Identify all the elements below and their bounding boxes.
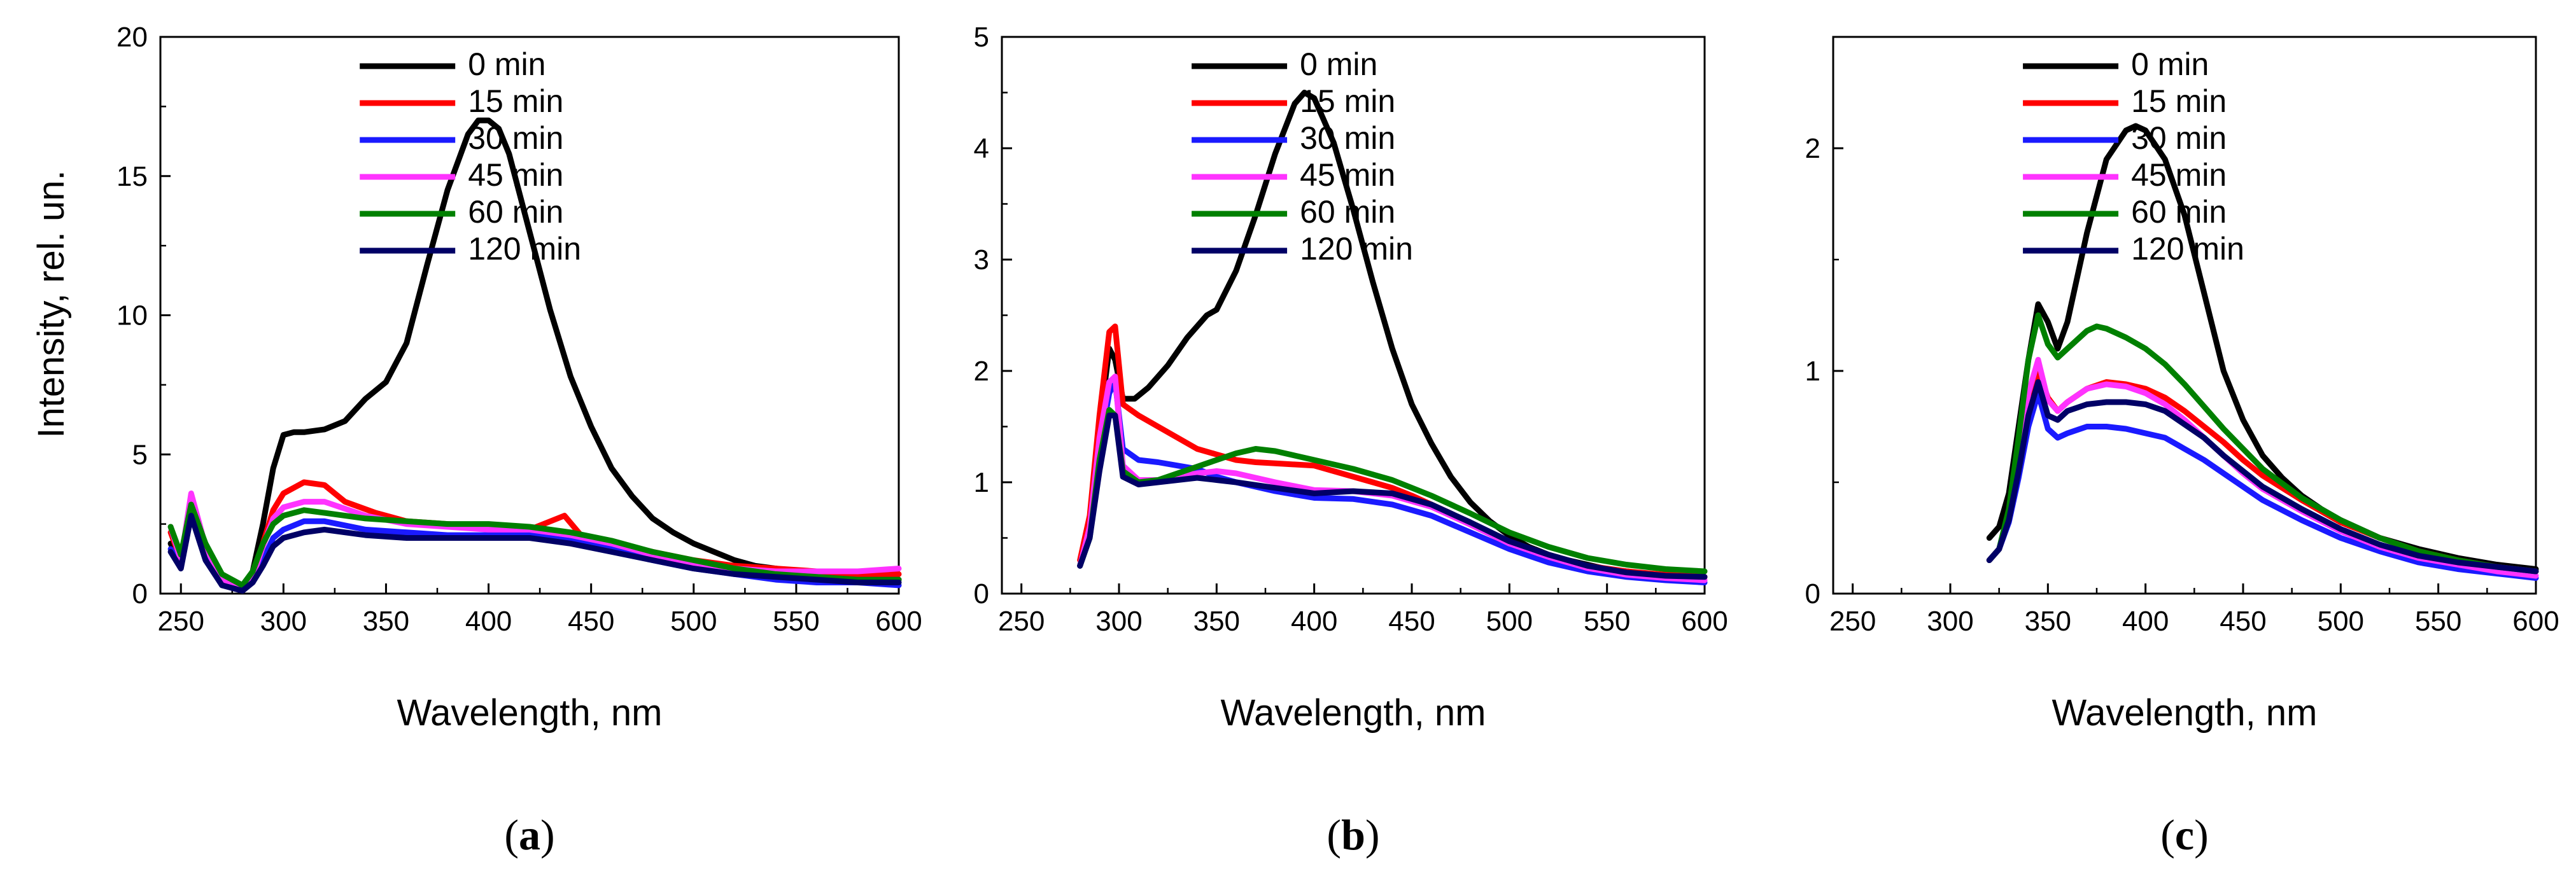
legend-label-a-0-min: 0 min [468,46,545,82]
x-tick-label-a-2: 350 [363,606,409,637]
legend-label-b-120-min: 120 min [1300,231,1413,267]
x-axis-title-a: Wavelength, nm [397,692,663,734]
y-tick-label-b-2: 2 [974,356,989,387]
series-line-a-60-min [167,501,902,589]
x-tick-label-a-5: 500 [670,606,717,637]
x-tick-label-b-5: 500 [1486,606,1533,637]
legend-label-a-60-min: 60 min [468,194,563,230]
legend-label-c-120-min: 120 min [2131,231,2244,267]
series-line-a-120-min [167,513,902,594]
legend-label-c-60-min: 60 min [2131,194,2227,230]
legend-label-c-15-min: 15 min [2131,83,2227,119]
x-tick-label-c-5: 500 [2318,606,2364,637]
y-tick-label-a-3: 15 [116,161,148,192]
x-tick-label-b-0: 250 [998,606,1045,637]
x-axis-title-c: Wavelength, nm [2052,692,2318,734]
x-tick-label-b-6: 550 [1584,606,1630,637]
y-tick-label-b-3: 3 [974,244,989,275]
y-tick-label-a-4: 20 [116,22,148,53]
panel-label-c: (c) [2160,811,2209,859]
x-tick-label-a-0: 250 [158,606,204,637]
x-tick-label-b-3: 400 [1291,606,1337,637]
y-axis-title: Intensity, rel. un. [31,170,72,438]
x-tick-label-a-3: 400 [465,606,512,637]
legend-label-a-45-min: 45 min [468,157,563,193]
x-tick-label-a-7: 600 [875,606,922,637]
panel-label-a: (a) [504,811,554,859]
x-tick-label-b-7: 600 [1681,606,1728,637]
x-tick-label-c-2: 350 [2025,606,2071,637]
series-line-b-15-min [1077,323,1708,580]
series-line-c-60-min [1986,312,2539,575]
legend-label-a-120-min: 120 min [468,231,581,267]
legend-label-c-45-min: 45 min [2131,157,2227,193]
x-tick-label-c-0: 250 [1829,606,1876,637]
legend-label-b-30-min: 30 min [1300,120,1395,156]
legend-label-a-30-min: 30 min [468,120,563,156]
x-tick-label-a-6: 550 [773,606,819,637]
x-tick-label-a-1: 300 [260,606,307,637]
y-tick-label-b-0: 0 [974,578,989,610]
panel-label-b: (b) [1327,811,1379,859]
legend-label-b-0-min: 0 min [1300,46,1377,82]
x-tick-label-c-7: 600 [2512,606,2559,637]
legend-label-b-45-min: 45 min [1300,157,1395,193]
y-tick-label-b-1: 1 [974,467,989,498]
legend-label-c-30-min: 30 min [2131,120,2227,156]
y-tick-label-c-1: 1 [1805,356,1820,387]
x-tick-label-b-4: 450 [1388,606,1435,637]
x-tick-label-b-2: 350 [1193,606,1240,637]
legend-label-b-60-min: 60 min [1300,194,1395,230]
panel-a: 250 300 350 400 450 500 550 600 0 5 10 15 20 0 min15 … [116,22,922,859]
legend-label-c-0-min: 0 min [2131,46,2209,82]
legend-label-a-15-min: 15 min [468,83,563,119]
x-tick-label-a-4: 450 [568,606,614,637]
series-line-c-120-min [1986,379,2539,575]
legend-label-b-15-min: 15 min [1300,83,1395,119]
x-tick-label-c-1: 300 [1927,606,1973,637]
series-line-b-120-min [1077,412,1708,580]
y-tick-label-c-2: 2 [1805,133,1820,164]
plot-frame-c [1832,36,2537,595]
x-axis-title-b: Wavelength, nm [1221,692,1486,734]
x-tick-label-b-1: 300 [1095,606,1142,637]
y-tick-label-b-4: 4 [974,133,989,164]
x-tick-label-c-3: 400 [2122,606,2169,637]
y-tick-label-a-0: 0 [132,578,148,610]
x-tick-label-c-6: 550 [2415,606,2461,637]
y-tick-label-c-0: 0 [1805,578,1820,610]
y-tick-label-a-1: 5 [132,439,148,470]
y-tick-label-b-5: 5 [974,22,989,53]
y-tick-label-a-2: 10 [116,300,148,331]
x-tick-label-c-4: 450 [2220,606,2266,637]
